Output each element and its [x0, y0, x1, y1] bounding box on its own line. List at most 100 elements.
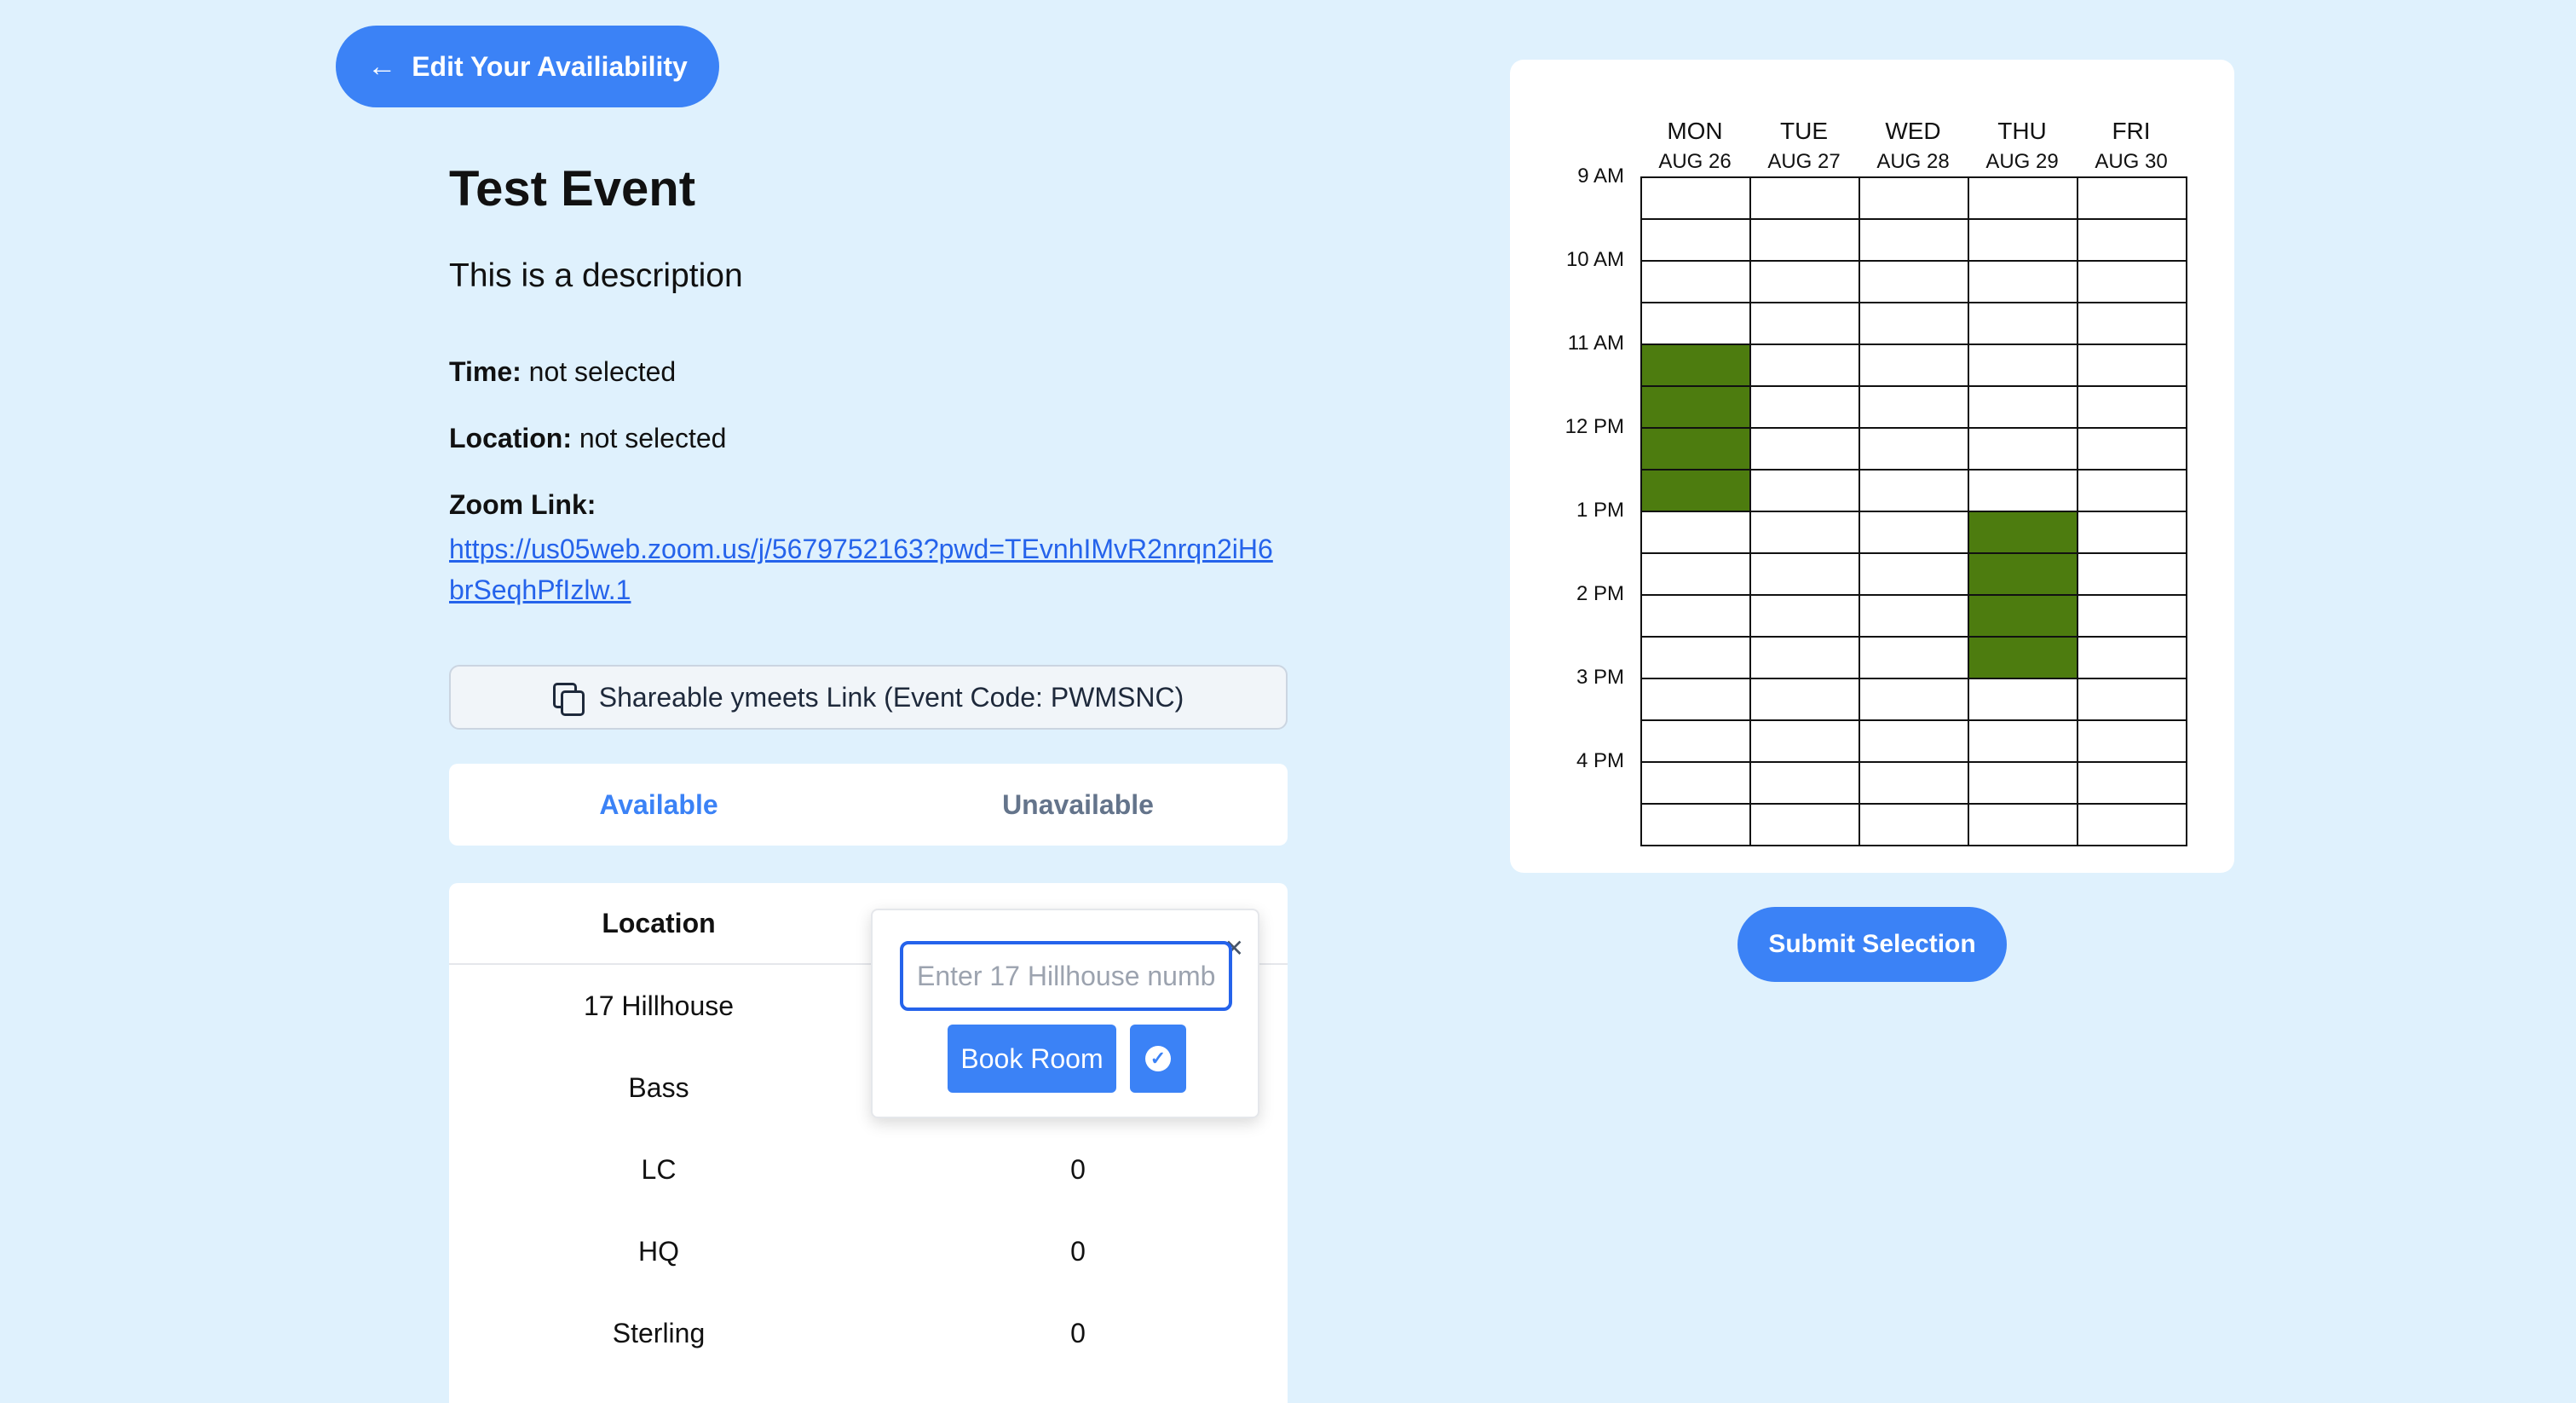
time-slot-cell[interactable] [1859, 385, 1969, 429]
time-slot-cell[interactable] [1749, 678, 1860, 721]
time-slot-cell[interactable] [1749, 552, 1860, 596]
share-link-button[interactable]: Shareable ymeets Link (Event Code: PWMSN… [449, 665, 1288, 730]
time-slot-cell[interactable] [1859, 511, 1969, 554]
time-slot-cell[interactable] [1640, 469, 1751, 512]
time-slot-cell[interactable] [1859, 594, 1969, 638]
time-slot-cell[interactable] [2077, 344, 2187, 387]
time-slot-cell[interactable] [1859, 176, 1969, 220]
time-slot-cell[interactable] [2077, 594, 2187, 638]
time-slot-cell[interactable] [1968, 552, 2078, 596]
tab-unavailable[interactable]: Unavailable [1002, 788, 1154, 820]
location-name: Bass [628, 1071, 689, 1103]
time-slot-cell[interactable] [1640, 385, 1751, 429]
time-slot-cell[interactable] [1968, 427, 2078, 471]
time-slot-cell[interactable] [1968, 803, 2078, 846]
time-slot-cell[interactable] [1749, 302, 1860, 345]
time-slot-cell[interactable] [1859, 636, 1969, 679]
time-slot-cell[interactable] [1640, 719, 1751, 763]
time-slot-cell[interactable] [2077, 803, 2187, 846]
time-slot-cell[interactable] [1859, 803, 1969, 846]
day-header: WED AUG 28 [1859, 118, 1968, 174]
time-slot-cell[interactable] [1749, 385, 1860, 429]
time-slot-cell[interactable] [1859, 719, 1969, 763]
time-slot-cell[interactable] [2077, 678, 2187, 721]
time-slot-cell[interactable] [1859, 761, 1969, 805]
time-slot-cell[interactable] [1749, 218, 1860, 262]
time-slot-cell[interactable] [2077, 176, 2187, 220]
time-slot-cell[interactable] [1968, 218, 2078, 262]
time-slot-cell[interactable] [1859, 344, 1969, 387]
time-slot-cell[interactable] [1968, 176, 2078, 220]
table-row[interactable]: Sterling 0 [449, 1292, 1288, 1374]
time-slot-cell[interactable] [2077, 427, 2187, 471]
zoom-link[interactable]: https://us05web.zoom.us/j/5679752163?pwd… [449, 534, 1273, 605]
time-slot-cell[interactable] [1749, 511, 1860, 554]
time-slot-cell[interactable] [1968, 719, 2078, 763]
time-slot-cell[interactable] [2077, 719, 2187, 763]
time-slot-cell[interactable] [2077, 218, 2187, 262]
time-slot-cell[interactable] [1968, 469, 2078, 512]
table-row[interactable]: LC 0 [449, 1129, 1288, 1210]
table-row[interactable]: Bass [449, 1047, 1288, 1129]
time-slot-cell[interactable] [1968, 636, 2078, 679]
tab-available[interactable]: Available [599, 788, 718, 820]
time-slot-cell[interactable] [2077, 469, 2187, 512]
time-slot-cell[interactable] [2077, 260, 2187, 303]
time-slot-cell[interactable] [1968, 511, 2078, 554]
location-name: Sterling [612, 1317, 706, 1348]
time-slot-cell[interactable] [1640, 803, 1751, 846]
time-slot-cell[interactable] [1640, 260, 1751, 303]
time-slot-cell[interactable] [1640, 427, 1751, 471]
table-row[interactable]: 17 Hillhouse [449, 965, 1288, 1047]
time-slot-cell[interactable] [1640, 678, 1751, 721]
time-slot-cell[interactable] [1859, 260, 1969, 303]
arrow-left-icon: ← [367, 49, 397, 83]
time-slot-cell[interactable] [1968, 761, 2078, 805]
time-slot-cell[interactable] [1859, 678, 1969, 721]
time-slot-cell[interactable] [1749, 469, 1860, 512]
time-slot-cell[interactable] [1640, 344, 1751, 387]
confirm-button[interactable]: ✓ [1130, 1025, 1186, 1093]
time-slot-cell[interactable] [1968, 385, 2078, 429]
time-slot-cell[interactable] [1968, 344, 2078, 387]
time-slot-cell[interactable] [2077, 511, 2187, 554]
time-slot-cell[interactable] [2077, 385, 2187, 429]
time-slot-cell[interactable] [1640, 302, 1751, 345]
time-slot-cell[interactable] [1749, 719, 1860, 763]
day-header: FRI AUG 30 [2077, 118, 2186, 174]
time-slot-cell[interactable] [1968, 594, 2078, 638]
location-count: 0 [1070, 1235, 1086, 1267]
time-slot-cell[interactable] [1640, 594, 1751, 638]
time-slot-cell[interactable] [1968, 260, 2078, 303]
time-slot-cell[interactable] [1968, 678, 2078, 721]
time-slot-cell[interactable] [1968, 302, 2078, 345]
time-slot-cell[interactable] [1859, 469, 1969, 512]
time-slot-cell[interactable] [1749, 344, 1860, 387]
room-number-input[interactable] [900, 941, 1232, 1011]
submit-selection-button[interactable]: Submit Selection [1738, 907, 2007, 982]
book-room-button[interactable]: Book Room [948, 1025, 1116, 1093]
time-slot-cell[interactable] [2077, 552, 2187, 596]
time-slot-cell[interactable] [2077, 302, 2187, 345]
time-slot-cell[interactable] [2077, 636, 2187, 679]
time-slot-cell[interactable] [1859, 427, 1969, 471]
edit-availability-button[interactable]: ← Edit Your Availiability [336, 26, 719, 107]
time-slot-cell[interactable] [1859, 218, 1969, 262]
time-slot-cell[interactable] [1640, 218, 1751, 262]
time-slot-cell[interactable] [1749, 260, 1860, 303]
table-row[interactable]: HQ 0 [449, 1210, 1288, 1292]
time-slot-cell[interactable] [1859, 552, 1969, 596]
time-slot-cell[interactable] [1749, 176, 1860, 220]
time-slot-cell[interactable] [1749, 761, 1860, 805]
time-slot-cell[interactable] [1749, 803, 1860, 846]
time-slot-cell[interactable] [1640, 636, 1751, 679]
time-slot-cell[interactable] [1640, 761, 1751, 805]
time-slot-cell[interactable] [2077, 761, 2187, 805]
time-slot-cell[interactable] [1749, 427, 1860, 471]
time-slot-cell[interactable] [1749, 594, 1860, 638]
time-slot-cell[interactable] [1640, 552, 1751, 596]
time-slot-cell[interactable] [1640, 511, 1751, 554]
time-slot-cell[interactable] [1640, 176, 1751, 220]
time-slot-cell[interactable] [1859, 302, 1969, 345]
time-slot-cell[interactable] [1749, 636, 1860, 679]
